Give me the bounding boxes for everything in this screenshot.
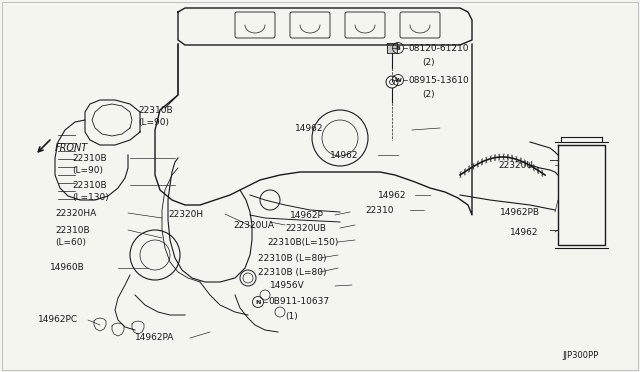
- Text: (L=60): (L=60): [55, 237, 86, 247]
- Text: 14960B: 14960B: [50, 263, 84, 273]
- Text: W: W: [395, 77, 401, 83]
- Text: 14962: 14962: [378, 190, 406, 199]
- Text: 14962: 14962: [295, 124, 323, 132]
- Text: 22310B (L=80): 22310B (L=80): [258, 253, 326, 263]
- Text: 14962P: 14962P: [290, 211, 324, 219]
- Text: 0B911-10637: 0B911-10637: [269, 298, 330, 307]
- Text: 22310: 22310: [365, 205, 394, 215]
- Text: (1): (1): [285, 311, 298, 321]
- Text: JJP300PP: JJP300PP: [562, 350, 598, 359]
- Text: 22320UB: 22320UB: [285, 224, 326, 232]
- Text: 22320U: 22320U: [498, 160, 533, 170]
- Text: 22310B: 22310B: [138, 106, 173, 115]
- Text: 14962: 14962: [510, 228, 538, 237]
- Text: (L=130): (L=130): [72, 192, 109, 202]
- Text: 14956V: 14956V: [270, 282, 305, 291]
- Text: 14962PC: 14962PC: [38, 315, 78, 324]
- Text: 22320HA: 22320HA: [55, 208, 96, 218]
- Text: 22310B: 22310B: [72, 154, 107, 163]
- Text: B: B: [396, 45, 401, 51]
- Text: 22310B (L=80): 22310B (L=80): [258, 267, 326, 276]
- Text: FRONT: FRONT: [55, 143, 88, 153]
- Text: 14962: 14962: [330, 151, 358, 160]
- Text: (2): (2): [422, 90, 435, 99]
- Text: (L=90): (L=90): [72, 166, 103, 174]
- Text: (2): (2): [422, 58, 435, 67]
- Text: 14962PA: 14962PA: [135, 334, 174, 343]
- Text: 22310B: 22310B: [72, 180, 107, 189]
- Text: 22320H: 22320H: [168, 209, 203, 218]
- Text: 14962PB: 14962PB: [500, 208, 540, 217]
- Text: 08915-13610: 08915-13610: [408, 76, 469, 84]
- Text: (L=90): (L=90): [138, 118, 169, 126]
- Text: N: N: [255, 299, 260, 305]
- Text: 08120-61210: 08120-61210: [408, 44, 469, 52]
- Text: 22310B(L=150): 22310B(L=150): [267, 237, 339, 247]
- Text: 22310B: 22310B: [55, 225, 90, 234]
- Text: 22320UA: 22320UA: [233, 221, 274, 230]
